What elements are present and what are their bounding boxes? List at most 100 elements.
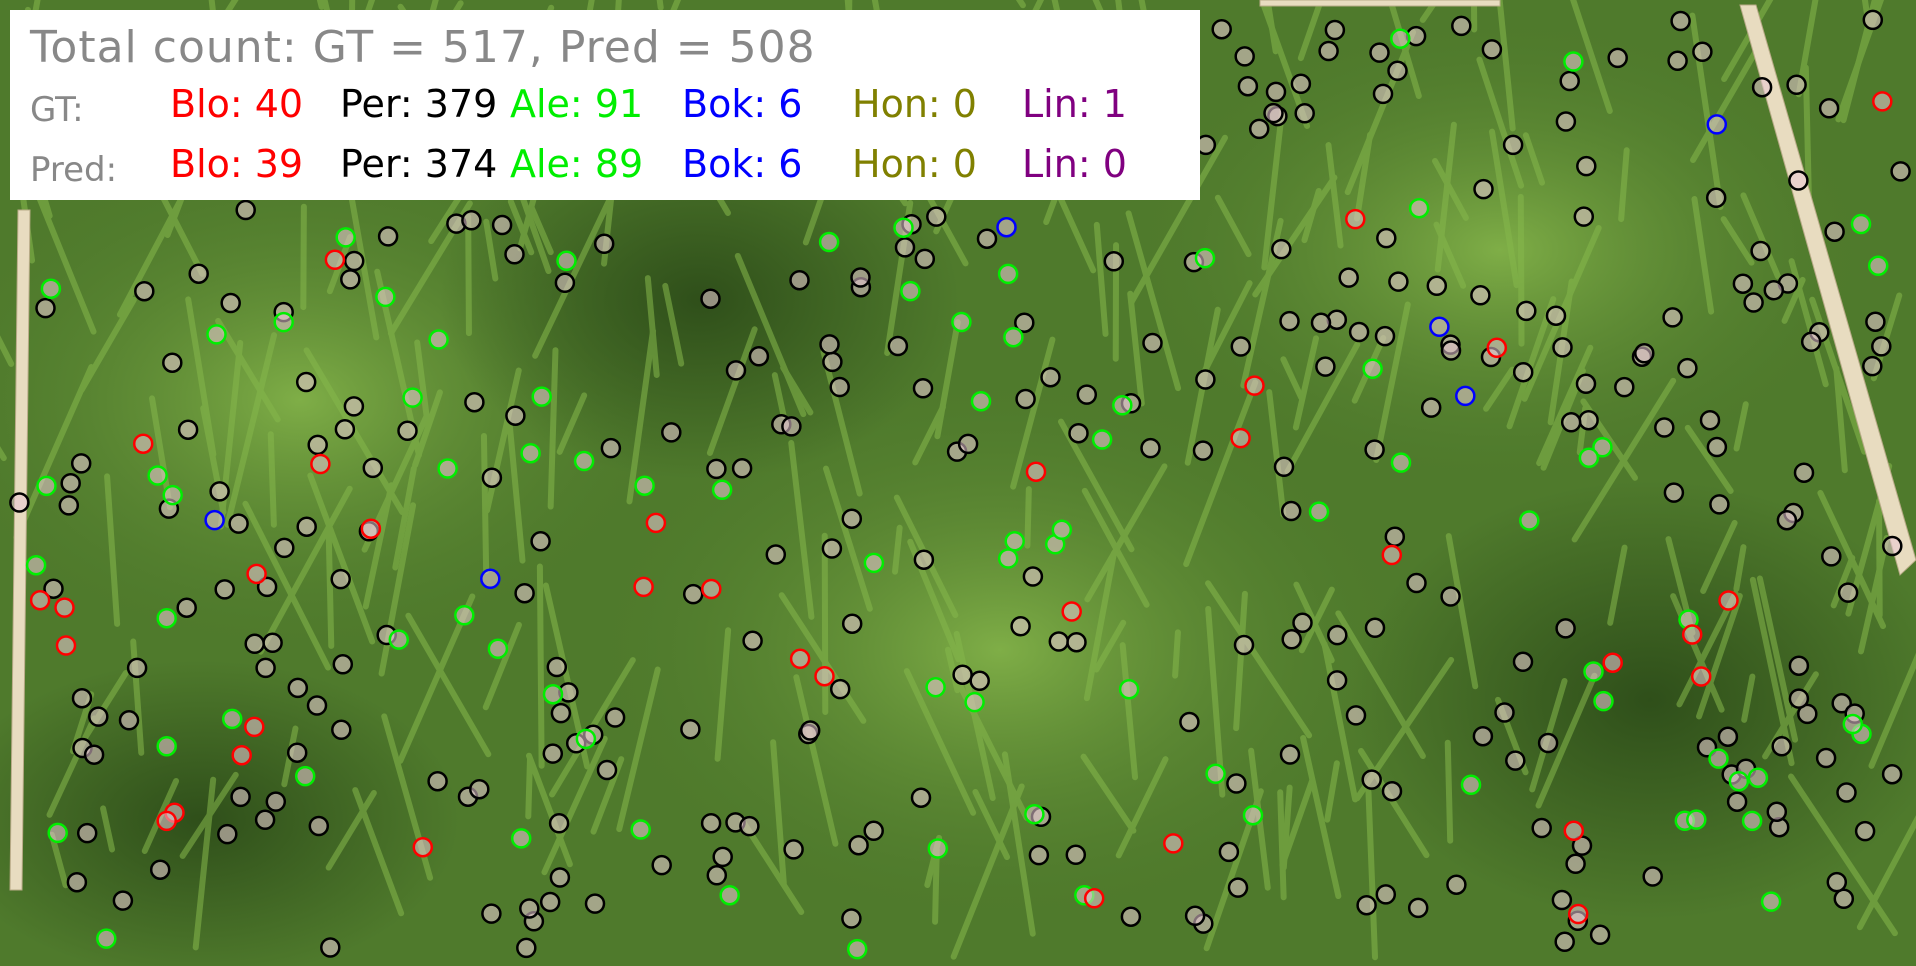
- grass-blade: [532, 183, 619, 359]
- per-marker: [1788, 655, 1810, 676]
- grass-blade: [480, 432, 490, 575]
- per-marker: [1551, 889, 1573, 911]
- grass-blade: [1205, 580, 1313, 739]
- per-marker: [682, 583, 704, 605]
- grass-blade: [770, 739, 787, 887]
- grass-blade: [1083, 550, 1117, 702]
- per-marker: [819, 334, 840, 355]
- per-marker: [1589, 924, 1611, 946]
- grass-blade: [1119, 642, 1139, 781]
- grass-blade: [1835, 0, 1885, 123]
- per-marker: [1233, 634, 1255, 656]
- grass-blade: [482, 621, 522, 711]
- grass-blade: [1293, 581, 1335, 664]
- per-marker: [1881, 763, 1903, 785]
- per-marker: [1179, 711, 1200, 733]
- ale-marker: [1242, 804, 1264, 826]
- per-marker: [1440, 340, 1462, 361]
- per-marker: [1338, 267, 1359, 288]
- grass-blade: [1444, 739, 1454, 844]
- ale-marker: [1118, 678, 1140, 700]
- grass-blade: [1741, 673, 1756, 723]
- per-marker: [706, 865, 728, 886]
- grass-blade: [1876, 498, 1883, 619]
- per-marker: [1862, 355, 1883, 377]
- per-marker: [308, 815, 330, 837]
- blo-marker: [1061, 601, 1082, 622]
- blo-marker: [701, 578, 722, 600]
- grass-blade: [412, 389, 443, 469]
- grass-blade: [526, 752, 573, 868]
- per-marker: [1426, 275, 1448, 297]
- per-marker: [894, 237, 916, 258]
- per-marker: [1142, 332, 1163, 354]
- per-marker: [1555, 111, 1577, 132]
- per-marker: [841, 908, 862, 929]
- per-marker: [1375, 884, 1397, 905]
- pred-ale-count: Ale: 89: [510, 142, 644, 186]
- per-marker: [1068, 422, 1089, 444]
- per-marker: [287, 677, 309, 699]
- per-marker: [1818, 98, 1840, 119]
- per-marker: [841, 508, 863, 529]
- grass-blade: [662, 282, 685, 367]
- ale-marker: [520, 442, 541, 464]
- bok-marker: [1455, 385, 1476, 407]
- ale-marker: [575, 728, 597, 750]
- per-marker: [66, 871, 88, 893]
- ale-marker: [1390, 452, 1412, 473]
- per-marker: [1793, 462, 1815, 483]
- per-marker: [1833, 888, 1855, 910]
- per-marker: [1862, 9, 1884, 31]
- per-marker: [1022, 566, 1044, 587]
- grass-blade: [536, 563, 545, 769]
- grass-blade: [778, 592, 867, 724]
- per-marker: [1692, 41, 1713, 63]
- per-marker: [332, 654, 354, 675]
- blo-marker: [54, 597, 75, 618]
- grass-blade: [1261, 107, 1286, 271]
- per-marker: [1364, 617, 1386, 639]
- ale-marker: [1003, 326, 1024, 348]
- grass-blade: [1353, 131, 1374, 222]
- blo-marker: [1602, 652, 1623, 673]
- per-marker: [781, 416, 802, 437]
- grass-blade: [1138, 0, 1150, 28]
- blo-marker: [360, 518, 382, 539]
- per-marker: [343, 250, 365, 272]
- per-marker: [1290, 73, 1312, 95]
- per-marker: [822, 351, 843, 373]
- per-marker: [331, 719, 352, 741]
- per-marker: [35, 297, 56, 319]
- grass-blade: [1522, 132, 1546, 186]
- per-marker: [1699, 409, 1721, 431]
- per-marker: [1271, 238, 1292, 260]
- bok-marker: [1706, 114, 1728, 135]
- per-marker: [505, 405, 526, 426]
- ale-marker: [1842, 713, 1864, 735]
- per-marker: [976, 228, 998, 249]
- per-marker: [1065, 844, 1087, 866]
- pred-hon-count: Hon: 0: [852, 142, 977, 186]
- per-marker: [340, 269, 361, 290]
- grass-blade: [1093, 619, 1127, 673]
- per-marker: [821, 538, 843, 559]
- per-marker: [1280, 500, 1302, 522]
- per-marker: [1494, 702, 1515, 723]
- ale-marker: [556, 250, 577, 272]
- per-marker: [1788, 688, 1810, 709]
- per-marker: [600, 437, 622, 459]
- ale-marker: [719, 884, 740, 906]
- per-marker: [661, 422, 682, 443]
- per-marker: [1766, 801, 1788, 823]
- per-marker: [1831, 693, 1852, 714]
- grass-blade: [242, 500, 332, 671]
- per-marker: [330, 568, 351, 590]
- per-marker: [1771, 736, 1792, 757]
- per-marker: [1502, 134, 1524, 156]
- per-marker: [1372, 83, 1394, 105]
- ale-marker: [1741, 810, 1763, 832]
- blo-marker: [231, 744, 252, 766]
- grass-blade: [793, 674, 839, 847]
- per-marker: [700, 288, 721, 309]
